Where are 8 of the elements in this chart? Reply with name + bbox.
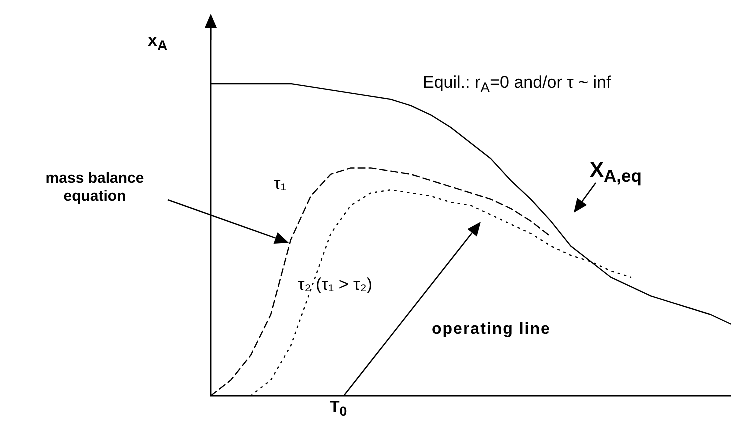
series-label: τ₂ (τ₁ > τ₂) (298, 275, 372, 294)
annotation: Equil.: r$_{A}$=0 and/or τ ~ inf (423, 73, 612, 96)
annotation: operating line (432, 321, 551, 338)
text: T$_{0}$ (330, 399, 348, 420)
text: mass balance equation (44, 170, 146, 206)
y-axis-title: x$_{A}$ (148, 31, 168, 54)
text: X$_{A,eq}$ (590, 159, 642, 186)
series-label: τ₁ (274, 174, 286, 193)
